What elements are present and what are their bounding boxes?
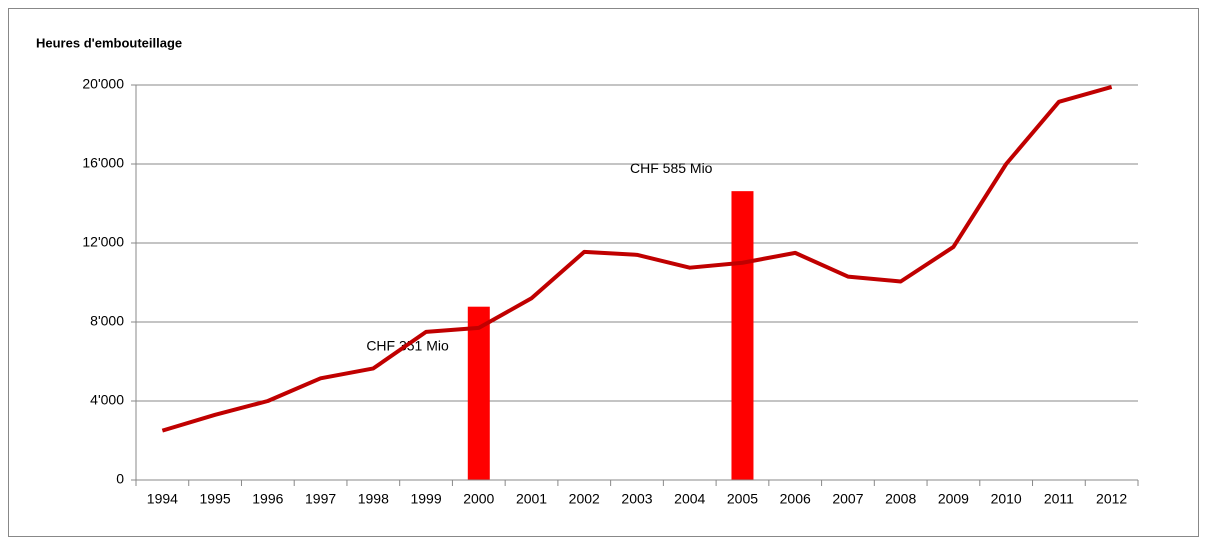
x-tick-label: 2012 — [1096, 491, 1127, 507]
x-tick-label: 2003 — [621, 491, 652, 507]
y-tick-label: 0 — [116, 471, 124, 487]
x-tick-label: 2000 — [463, 491, 494, 507]
y-tick-label: 12'000 — [82, 234, 124, 250]
y-tick-label: 16'000 — [82, 155, 124, 171]
x-tick-label: 2001 — [516, 491, 547, 507]
x-tick-label: 2008 — [885, 491, 916, 507]
x-tick-label: 1998 — [358, 491, 389, 507]
x-tick-label: 1994 — [147, 491, 178, 507]
x-tick-label: 1999 — [410, 491, 441, 507]
x-tick-label: 2002 — [569, 491, 600, 507]
y-tick-label: 8'000 — [90, 313, 124, 329]
y-tick-label: 20'000 — [82, 76, 124, 92]
x-tick-label: 1996 — [252, 491, 283, 507]
x-tick-label: 1997 — [305, 491, 336, 507]
x-tick-label: 2006 — [780, 491, 811, 507]
x-tick-label: 2004 — [674, 491, 705, 507]
y-tick-label: 4'000 — [90, 392, 124, 408]
bar — [731, 191, 754, 480]
x-tick-label: 2005 — [727, 491, 758, 507]
x-tick-label: 2010 — [991, 491, 1022, 507]
line — [161, 85, 1113, 433]
data-label: CHF 585 Mio — [630, 160, 713, 176]
chart-frame — [8, 8, 1199, 537]
chart-title: Heures d'embouteillage — [36, 35, 182, 50]
bar — [467, 306, 490, 480]
x-tick-label: 1995 — [200, 491, 231, 507]
x-tick-label: 2009 — [938, 491, 969, 507]
x-tick-label: 2007 — [832, 491, 863, 507]
x-tick-label: 2011 — [1044, 491, 1074, 507]
